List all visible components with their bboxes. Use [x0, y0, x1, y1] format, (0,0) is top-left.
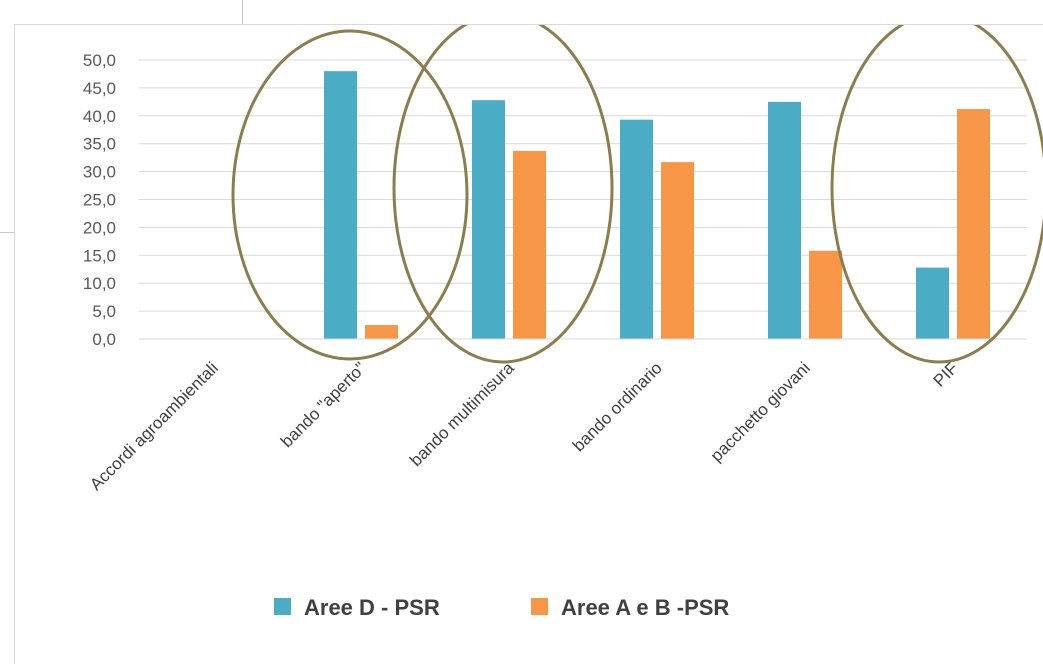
- bar: [513, 150, 546, 339]
- chart-area: 0,0 5,0 10,0 15,0 20,0 25,0 30,0 35,0 40,0 45,0 50…: [14, 12, 1043, 664]
- y-tick-label: 15,0: [83, 246, 116, 265]
- y-tick-label: 50,0: [83, 51, 116, 70]
- bar: [768, 101, 801, 339]
- y-tick-label: 35,0: [83, 135, 116, 154]
- background-horizontal-line: [0, 232, 14, 233]
- y-tick-label: 5,0: [92, 302, 116, 321]
- bar: [809, 250, 842, 339]
- bar: [365, 325, 398, 339]
- legend-swatch: [531, 598, 548, 615]
- gridlines: [139, 59, 1027, 312]
- legend-swatch: [274, 598, 291, 615]
- bar: [620, 119, 653, 340]
- bar: [472, 100, 505, 340]
- y-axis-tick-labels: 0,0 5,0 10,0 15,0 20,0 25,0 30,0 35,0 40,0 45,0 50…: [83, 51, 116, 349]
- y-tick-label: 40,0: [83, 107, 116, 126]
- bar: [324, 71, 357, 339]
- y-tick-label: 25,0: [83, 191, 116, 210]
- background-vertical-line: [242, 0, 243, 24]
- highlight-ellipse: [231, 29, 469, 361]
- y-tick-label: 20,0: [83, 218, 116, 237]
- x-tick-label: Accordi agroambientali: [86, 358, 222, 494]
- y-tick-label: 45,0: [83, 79, 116, 98]
- legend-label: Aree D - PSR: [304, 595, 440, 620]
- x-tick-label: pacchetto giovani: [707, 358, 814, 465]
- bar: [916, 267, 949, 339]
- legend-label: Aree A e B -PSR: [561, 595, 729, 620]
- bar: [661, 162, 694, 339]
- x-tick-label: bando multimisura: [406, 358, 518, 470]
- x-axis-tick-labels: Accordi agroambientali bando "aperto" band…: [86, 358, 962, 494]
- bars: [324, 71, 990, 340]
- bar-chart: 0,0 5,0 10,0 15,0 20,0 25,0 30,0 35,0 40,0 45,0 50…: [83, 12, 1043, 620]
- bar: [957, 109, 990, 339]
- x-tick-label: bando ordinario: [569, 358, 666, 455]
- x-tick-label: bando "aperto": [277, 358, 370, 451]
- legend: Aree D - PSR Aree A e B -PSR: [274, 595, 729, 620]
- y-tick-label: 0,0: [92, 330, 116, 349]
- y-tick-label: 30,0: [83, 163, 116, 182]
- y-tick-label: 10,0: [83, 274, 116, 293]
